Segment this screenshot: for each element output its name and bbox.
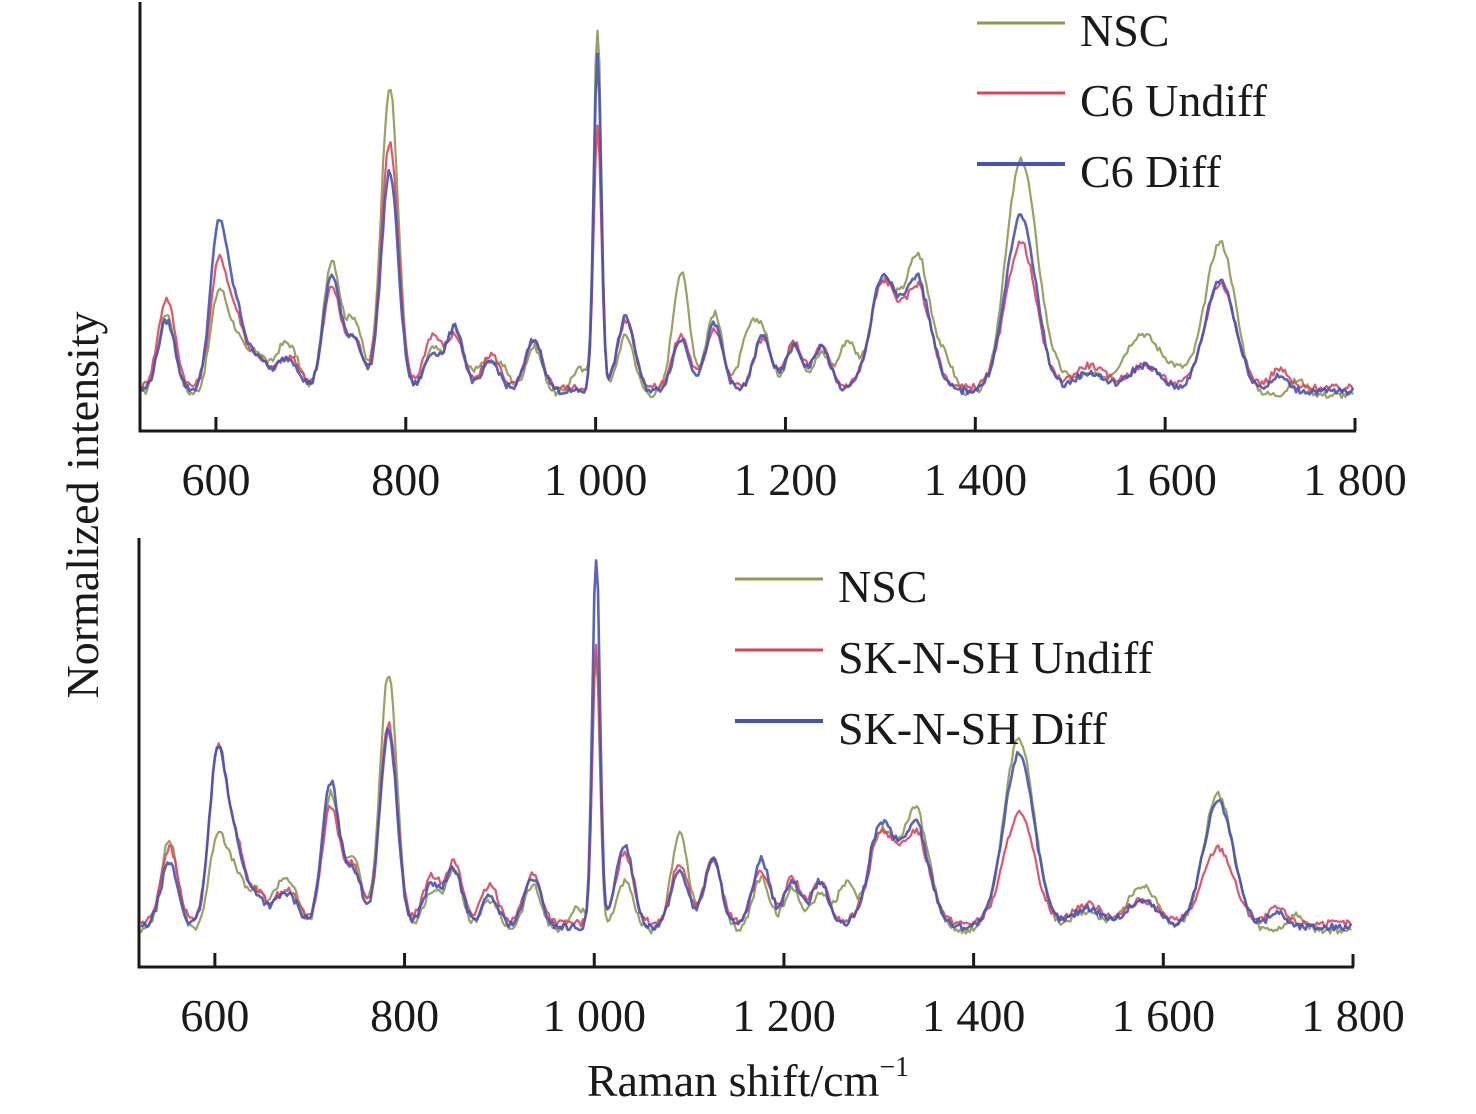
bottom-x-ticks: 600 800 1 000 1 200 1 400 1 600 1 800 <box>180 953 1405 1041</box>
x-tick-label: 1 000 <box>544 454 648 505</box>
x-tick-label: 800 <box>371 454 440 505</box>
x-tick-label: 1 600 <box>1112 990 1216 1041</box>
x-tick-label: 1 200 <box>732 990 836 1041</box>
top-legend-item-c6-undiff: C6 Undiff <box>977 75 1268 126</box>
x-tick-label: 1 000 <box>543 990 647 1041</box>
top-legend-item-nsc: NSC <box>977 5 1169 56</box>
top-x-ticks: 600 800 1 000 1 200 1 400 1 600 1 800 <box>181 417 1407 505</box>
series-line-nsc <box>139 653 1352 935</box>
top-series-lines <box>140 29 1355 400</box>
bottom-panel: 600 800 1 000 1 200 1 400 1 600 1 800 NSC SK-N… <box>137 538 1405 1041</box>
x-tick-label: 600 <box>180 990 249 1041</box>
bottom-legend: NSC SK-N-SH Undiff SK-N-SH Diff <box>735 561 1153 754</box>
x-tick-label: 1 800 <box>1303 454 1407 505</box>
top-legend: NSC C6 Undiff C6 Diff <box>977 5 1268 197</box>
series-line-sk-n-sh-diff <box>140 559 1353 932</box>
x-axis-title-superscript: −1 <box>879 1052 909 1083</box>
series-line-nsc <box>141 29 1354 400</box>
legend-label: C6 Diff <box>1080 146 1222 197</box>
legend-label: NSC <box>1080 5 1169 56</box>
legend-label: C6 Undiff <box>1080 75 1268 126</box>
legend-label: NSC <box>838 561 927 612</box>
x-tick-label: 1 800 <box>1301 990 1405 1041</box>
x-tick-label: 1 400 <box>922 990 1026 1041</box>
x-tick-label: 600 <box>181 454 250 505</box>
top-legend-item-c6-diff: C6 Diff <box>977 146 1222 197</box>
legend-label: SK-N-SH Undiff <box>838 632 1153 683</box>
x-tick-label: 800 <box>370 990 439 1041</box>
x-tick-label: 1 400 <box>924 454 1028 505</box>
bottom-series-lines <box>139 559 1353 935</box>
bottom-legend-item-sk-n-sh-undiff: SK-N-SH Undiff <box>735 632 1153 683</box>
x-axis-title-main: Raman shift/cm <box>587 1055 880 1106</box>
x-axis-title: Raman shift/cm−1 <box>587 1052 909 1106</box>
x-tick-label: 1 600 <box>1113 454 1217 505</box>
bottom-legend-item-nsc: NSC <box>735 561 927 612</box>
bottom-legend-item-sk-n-sh-diff: SK-N-SH Diff <box>735 703 1107 754</box>
series-line-c6-diff <box>140 52 1355 396</box>
x-tick-label: 1 200 <box>734 454 838 505</box>
legend-label: SK-N-SH Diff <box>838 703 1107 754</box>
top-panel: 600 800 1 000 1 200 1 400 1 600 1 800 NSC C6 U… <box>138 2 1407 505</box>
y-axis-title: Normalized intensity <box>57 311 108 698</box>
series-line-sk-n-sh-undiff <box>140 643 1353 928</box>
